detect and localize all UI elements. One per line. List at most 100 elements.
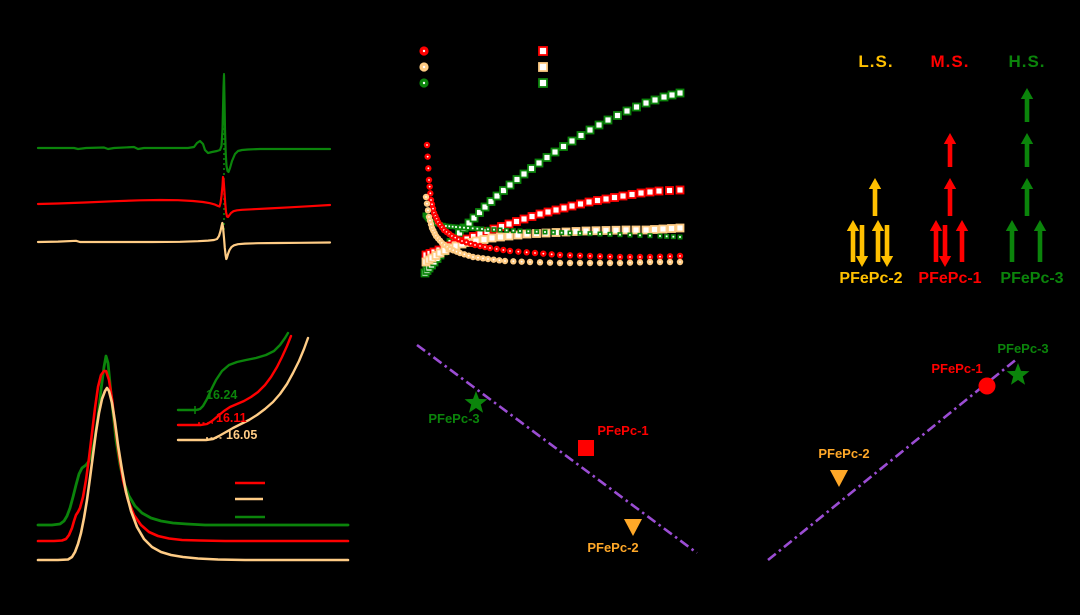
dot-circle-marker bbox=[489, 247, 491, 249]
star-marker bbox=[1006, 363, 1030, 385]
dot-square-marker bbox=[609, 233, 611, 236]
dot-square-marker bbox=[519, 230, 521, 232]
dot-circle-marker bbox=[426, 202, 428, 205]
dot-circle-marker bbox=[431, 203, 433, 206]
open-square-marker bbox=[538, 78, 548, 88]
point-label-pfepc1: PFePc-1 bbox=[931, 361, 983, 376]
dot-circle-marker bbox=[534, 252, 536, 254]
green-trace bbox=[36, 73, 332, 174]
dot-circle-marker bbox=[639, 256, 641, 258]
dot-square-marker bbox=[463, 226, 465, 229]
dot-circle-marker bbox=[609, 262, 611, 264]
open-square-marker bbox=[632, 102, 641, 112]
dot-circle-marker bbox=[487, 258, 489, 260]
dot-circle-marker bbox=[428, 179, 430, 181]
open-square-marker bbox=[641, 98, 651, 108]
dot-circle-marker bbox=[469, 242, 472, 245]
open-square-marker bbox=[550, 147, 560, 157]
dot-circle-marker bbox=[659, 261, 661, 263]
legend-circle-marker bbox=[422, 65, 426, 69]
open-square-marker bbox=[594, 120, 604, 130]
open-square-marker bbox=[567, 136, 577, 146]
edge-value-green: 16.24 bbox=[206, 388, 238, 402]
open-square-marker bbox=[542, 153, 552, 162]
dot-square-marker bbox=[579, 232, 581, 235]
dot-circle-marker bbox=[542, 252, 545, 255]
dot-circle-marker bbox=[432, 207, 434, 210]
open-square-marker bbox=[475, 208, 484, 217]
orange-trace bbox=[36, 221, 332, 261]
dot-circle-marker bbox=[429, 192, 432, 195]
peaks-plot bbox=[36, 331, 350, 562]
dot-circle-marker bbox=[579, 254, 581, 257]
open-square-marker bbox=[527, 164, 536, 173]
dot-circle-marker bbox=[649, 256, 651, 258]
open-square-marker bbox=[636, 188, 646, 198]
open-square-marker bbox=[479, 235, 489, 244]
spin-header-ms: M.S. bbox=[930, 52, 970, 71]
dot-circle-marker bbox=[589, 262, 591, 264]
dot-circle-marker bbox=[484, 246, 486, 248]
open-square-marker bbox=[496, 232, 505, 242]
dot-square-marker bbox=[589, 232, 591, 235]
dot-circle-marker bbox=[629, 261, 631, 264]
open-square-marker bbox=[631, 225, 641, 235]
dot-circle-marker bbox=[477, 256, 479, 259]
point-label-pfepc3: PFePc-3 bbox=[428, 411, 480, 426]
electron-arrow-head bbox=[846, 220, 860, 231]
open-square-marker bbox=[504, 219, 514, 229]
circle-marker bbox=[978, 377, 996, 395]
edge-value-orange: 16.05 bbox=[226, 428, 258, 442]
dot-circle-marker bbox=[569, 254, 571, 257]
open-square-marker bbox=[535, 209, 545, 219]
open-square-marker bbox=[543, 207, 553, 217]
dot-circle-marker bbox=[428, 185, 431, 188]
dot-circle-marker bbox=[619, 256, 621, 258]
compound-label-pfepc2: PFePc-2 bbox=[839, 270, 903, 287]
open-square-marker bbox=[505, 180, 515, 190]
dot-circle-marker bbox=[427, 167, 430, 170]
open-square-marker bbox=[591, 226, 601, 236]
electron-arrow-head bbox=[1020, 88, 1034, 99]
dot-circle-marker bbox=[495, 248, 498, 250]
dot-square-marker bbox=[527, 230, 530, 233]
electron-arrow-head bbox=[871, 220, 885, 231]
open-square-marker bbox=[585, 125, 595, 135]
spin-arrows-canvas bbox=[846, 88, 1047, 267]
dot-circle-marker bbox=[428, 216, 430, 218]
open-square-marker bbox=[675, 88, 685, 98]
electron-arrow-head bbox=[1005, 220, 1019, 231]
electron-arrow-head bbox=[1020, 178, 1034, 189]
open-square-marker bbox=[654, 186, 664, 196]
electron-arrow-head bbox=[868, 178, 882, 189]
open-square-marker bbox=[603, 115, 613, 125]
open-square-marker bbox=[650, 95, 660, 105]
dot-circle-marker bbox=[599, 255, 601, 258]
open-square-marker bbox=[567, 201, 577, 211]
dot-square-marker bbox=[467, 227, 469, 229]
dot-circle-marker bbox=[520, 260, 523, 263]
electron-arrow-head bbox=[943, 178, 957, 189]
dot-circle-marker bbox=[639, 261, 641, 264]
dot-circle-marker bbox=[517, 250, 520, 253]
open-square-marker bbox=[576, 131, 586, 140]
dot-circle-marker bbox=[549, 261, 551, 264]
open-square-marker bbox=[519, 169, 529, 179]
spin-header-hs: H.S. bbox=[1008, 52, 1046, 71]
open-square-marker bbox=[486, 197, 496, 206]
dot-circle-marker bbox=[479, 245, 481, 247]
legend-circle-marker bbox=[422, 49, 426, 53]
dot-circle-marker bbox=[426, 144, 428, 146]
dot-circle-marker bbox=[539, 261, 541, 264]
open-square-marker bbox=[658, 224, 668, 234]
open-square-marker bbox=[559, 142, 568, 151]
open-square-marker bbox=[641, 225, 651, 235]
electron-arrow-head bbox=[1020, 133, 1034, 144]
dot-circle-marker bbox=[559, 262, 561, 264]
dot-circle-marker bbox=[512, 260, 515, 263]
dot-circle-marker bbox=[569, 262, 571, 264]
open-square-marker bbox=[667, 224, 676, 233]
dot-square-marker bbox=[535, 230, 538, 233]
compound-label-pfepc3: PFePc-3 bbox=[1000, 270, 1064, 287]
